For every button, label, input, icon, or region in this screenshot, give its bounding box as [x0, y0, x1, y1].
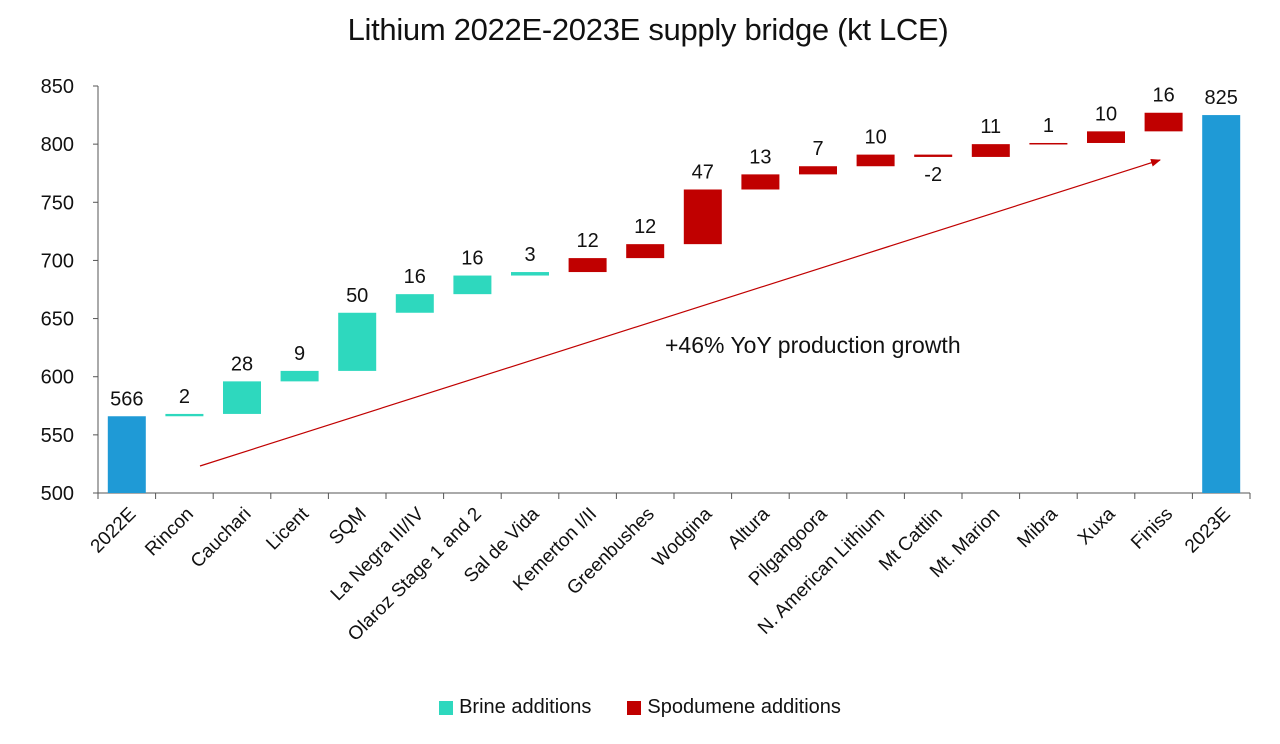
bar-cauchari [223, 381, 261, 414]
bar-mt-cattlin [914, 154, 953, 157]
data-label-2023e: 825 [1205, 87, 1238, 109]
x-tick-label-cauchari: Cauchari [187, 504, 256, 573]
data-label-finiss: 16 [1152, 85, 1174, 107]
y-axis: 500 550 600 650 700 750 800 850 [41, 76, 99, 505]
legend-label-spodumene: Spodumene additions [647, 696, 841, 718]
bar-mt-marion [971, 144, 1010, 157]
legend: Brine additions Spodumene additions [0, 696, 1280, 719]
x-tick-label-licent: Licent [262, 503, 313, 554]
bar-sal-de-vida [511, 272, 549, 276]
data-label-kemerton-i-ii: 12 [576, 230, 598, 252]
data-label-la-negra-iii-iv: 16 [404, 266, 426, 288]
x-tick-label-rincon: Rincon [141, 504, 198, 561]
legend-swatch-spodumene [627, 700, 642, 715]
bar-xuxa [1087, 131, 1125, 143]
bar-olaroz-stage-1-and-2 [453, 275, 492, 295]
bar-wodgina [683, 189, 722, 245]
y-tick-label: 800 [41, 134, 74, 156]
data-label-licent: 9 [294, 343, 305, 365]
bar-mibra [1029, 142, 1068, 145]
bar-sqm [338, 312, 377, 371]
legend-item-brine: Brine additions [439, 696, 591, 719]
x-tick-label-xuxa: Xuxa [1074, 503, 1120, 549]
x-tick-label-2023e: 2023E [1181, 504, 1235, 558]
x-tick-label-mibra: Mibra [1013, 503, 1062, 552]
legend-item-spodumene: Spodumene additions [627, 696, 841, 719]
y-tick-label: 600 [41, 367, 74, 389]
y-tick-label: 500 [41, 483, 74, 505]
data-label-pilgangoora: 7 [812, 138, 823, 160]
data-label-rincon: 2 [179, 386, 190, 408]
bar-la-negra-iii-iv [395, 294, 434, 313]
x-tick-label-2022e: 2022E [87, 504, 141, 558]
data-label-greenbushes: 12 [634, 216, 656, 238]
y-tick-label: 550 [41, 425, 74, 447]
x-tick-label-wodgina: Wodgina [649, 503, 717, 571]
bar-finiss [1144, 112, 1183, 132]
bars [107, 112, 1241, 494]
chart-title: Lithium 2022E-2023E supply bridge (kt LC… [347, 12, 949, 47]
y-tick-label: 750 [41, 192, 74, 214]
x-tick-label-altura: Altura [724, 503, 774, 553]
data-label-2022e: 566 [110, 388, 143, 410]
data-label-wodgina: 47 [692, 161, 714, 183]
data-label-sqm: 50 [346, 285, 368, 307]
data-label-mibra: 1 [1043, 115, 1054, 137]
y-tick-label: 850 [41, 76, 74, 98]
bar-2022e [107, 416, 146, 493]
bar-rincon [165, 413, 204, 417]
growth-arrow [199, 158, 1161, 467]
bar-altura [741, 174, 780, 190]
x-tick-label-finiss: Finiss [1127, 504, 1177, 554]
data-label-mt-marion: 11 [980, 116, 1001, 138]
data-label-olaroz-stage-1-and-2: 16 [461, 248, 483, 270]
legend-swatch-brine [439, 700, 454, 715]
data-label-n-american-lithium: 10 [864, 127, 886, 149]
y-tick-label: 700 [41, 250, 74, 272]
x-tick-label-sqm: SQM [325, 504, 370, 549]
legend-label-brine: Brine additions [459, 696, 592, 718]
data-label-cauchari: 28 [231, 353, 253, 375]
bar-licent [280, 370, 319, 382]
y-tick-label: 650 [41, 309, 74, 331]
data-label-altura: 13 [749, 146, 771, 168]
data-label-mt-cattlin: -2 [924, 164, 942, 186]
growth-annotation: +46% YoY production growth [665, 332, 961, 358]
bar-pilgangoora [799, 166, 837, 175]
bar-2023e [1202, 115, 1241, 494]
bar-n-american-lithium [856, 154, 895, 167]
bar-greenbushes [626, 244, 665, 259]
data-label-sal-de-vida: 3 [524, 244, 535, 266]
data-label-xuxa: 10 [1095, 103, 1117, 125]
bar-kemerton-i-ii [568, 258, 607, 273]
